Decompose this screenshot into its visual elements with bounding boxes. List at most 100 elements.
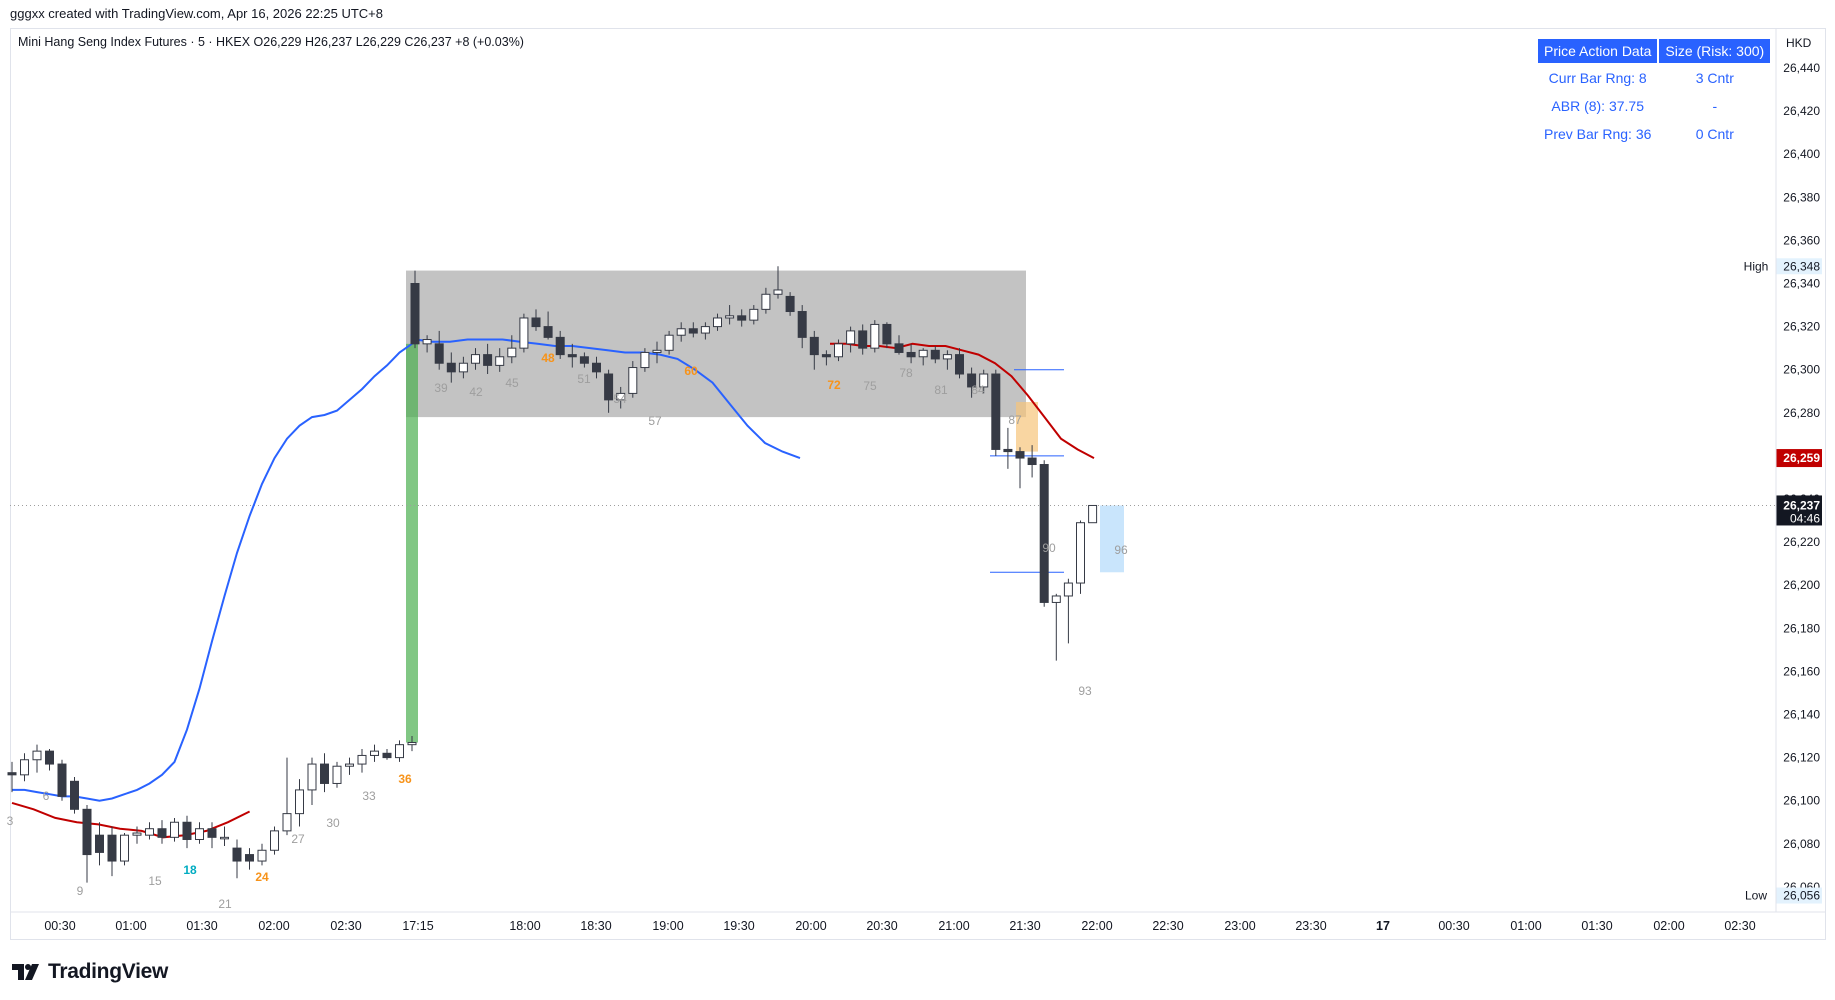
candle-body	[357, 754, 367, 765]
candle-body	[245, 854, 254, 862]
currency-button[interactable]: HKD	[1786, 36, 1812, 50]
candle-body	[519, 317, 529, 349]
x-axis-tick-label: 02:00	[258, 919, 289, 933]
ema-slow-price-value: 26,259	[1783, 451, 1820, 465]
x-axis-tick-label: 23:00	[1224, 919, 1255, 933]
x-axis-tick-label: 02:30	[330, 919, 361, 933]
candle-body	[942, 354, 952, 360]
candle-body	[1039, 464, 1049, 603]
candle-body	[967, 373, 977, 388]
candle-body	[1003, 448, 1013, 453]
candle-body	[410, 283, 420, 345]
bar-number-label: 93	[1078, 684, 1092, 698]
candle-body	[382, 752, 392, 759]
candle-body	[107, 834, 117, 862]
candle-body	[991, 373, 1001, 450]
candle-body	[713, 317, 722, 328]
candle-body	[906, 351, 916, 358]
candle-body	[483, 354, 493, 366]
y-axis-tick-label: 26,100	[1783, 794, 1820, 808]
ema-slow-price-box	[1776, 449, 1822, 468]
candle-body	[1088, 504, 1098, 524]
x-axis-tick-label: 01:00	[1510, 919, 1541, 933]
x-axis-tick-label: 19:30	[723, 919, 754, 933]
bar-number-label: 27	[291, 832, 305, 846]
candle-body	[955, 354, 964, 375]
bar-number-label: 75	[863, 379, 877, 393]
candle-body	[640, 351, 650, 369]
bar-number-label: 57	[648, 414, 662, 428]
bar-number-label: 81	[934, 383, 948, 397]
candle-body	[257, 849, 267, 862]
bar-number-label: 9	[77, 884, 84, 898]
bar-number-label: 84	[971, 383, 985, 397]
bar-countdown: 04:46	[1790, 511, 1820, 525]
candle-body	[232, 847, 242, 862]
candle-body	[307, 763, 317, 791]
candle-body	[918, 349, 928, 358]
x-axis-tick-label: 00:30	[1438, 919, 1469, 933]
candle-body	[182, 821, 192, 840]
candle-body	[979, 373, 989, 388]
candle-body	[894, 343, 904, 353]
x-axis-tick-label: 22:00	[1081, 919, 1112, 933]
candle-body	[1051, 595, 1061, 603]
legend-change: +8 (+0.03%)	[455, 35, 524, 49]
candle-body	[282, 813, 292, 832]
ema-fast-line	[12, 338, 801, 802]
candle-body	[579, 356, 589, 364]
y-axis-tick-label: 26,180	[1783, 621, 1820, 635]
y-axis-tick-label: 26,280	[1783, 406, 1820, 420]
candle-body	[821, 354, 831, 358]
tradingview-logo[interactable]: TradingView	[12, 960, 168, 984]
bar-number-label: 33	[362, 789, 376, 803]
candle-body	[45, 750, 54, 765]
last-price-value: 26,237	[1783, 498, 1820, 512]
x-axis-tick-label: 02:30	[1724, 919, 1755, 933]
brand-name: TradingView	[48, 960, 169, 983]
candle-body	[592, 362, 601, 373]
low-price-value: 26,056	[1783, 889, 1820, 903]
x-axis-tick-label: 21:30	[1009, 919, 1040, 933]
x-axis-tick-label: 01:30	[1581, 919, 1612, 933]
y-axis-tick-label: 26,320	[1783, 320, 1820, 334]
candle-body	[207, 828, 217, 838]
y-axis-tick-label: 26,220	[1783, 535, 1820, 549]
candle-body	[761, 293, 771, 310]
symbol-name[interactable]: Mini Hang Seng Index Futures · 5 · HKEX	[18, 35, 251, 49]
candle-body	[145, 828, 154, 836]
candle-body	[652, 349, 662, 353]
bar-number-label: 21	[218, 897, 232, 911]
pad-cell: 0 Cntr	[1695, 126, 1734, 142]
candle-body	[120, 834, 129, 862]
candle-body	[531, 317, 541, 328]
bar-number-label: 36	[398, 772, 412, 786]
x-axis-tick-label: 17	[1376, 919, 1390, 933]
candle-body	[604, 373, 614, 401]
bar-number-label: 90	[1042, 541, 1056, 555]
y-axis-tick-label: 26,380	[1783, 190, 1820, 204]
candle-body	[737, 315, 747, 321]
candle-body	[834, 343, 843, 358]
candle-body	[676, 328, 686, 336]
bar-number-label: 42	[469, 385, 483, 399]
candle-body	[1015, 451, 1025, 459]
bar-number-label: 96	[1114, 543, 1128, 557]
x-axis-tick-label: 01:30	[186, 919, 217, 933]
y-axis-tick-label: 26,140	[1783, 708, 1820, 722]
pad-header-1: Price Action Data	[1538, 39, 1658, 63]
bar-number-label: 87	[1008, 413, 1022, 427]
candle-body	[270, 830, 279, 851]
pad-cell: 3 Cntr	[1695, 70, 1734, 86]
bar-number-label: 78	[899, 366, 913, 380]
bar-number-label: 60	[684, 364, 698, 378]
candle-body	[195, 828, 204, 840]
y-axis-tick-label: 26,120	[1783, 751, 1820, 765]
x-axis-tick-label: 00:30	[44, 919, 75, 933]
candle-body	[1063, 582, 1073, 597]
candle-body	[82, 808, 92, 856]
candle-body	[543, 326, 553, 338]
pad-cell: ABR (8): 37.75	[1551, 98, 1644, 114]
bar-number-label: 45	[505, 376, 519, 390]
